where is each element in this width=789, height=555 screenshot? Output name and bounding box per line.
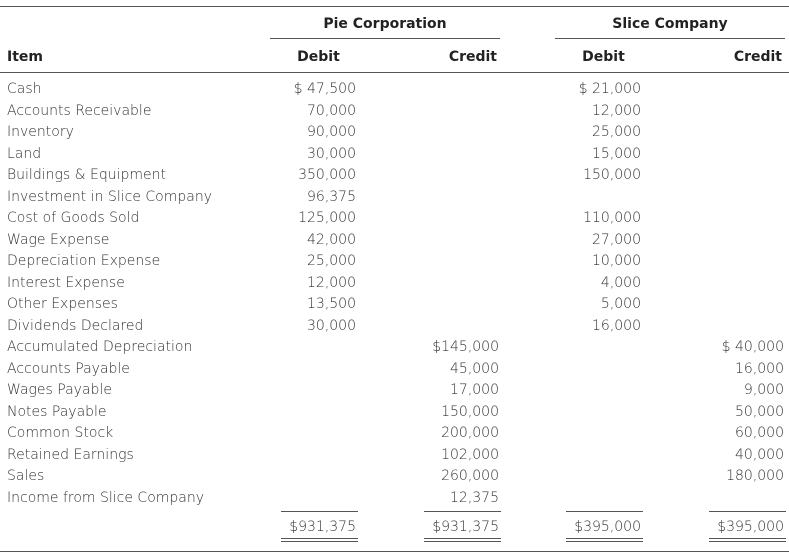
amount: 40,000	[735, 446, 784, 463]
item-label: Other Expenses	[7, 296, 118, 312]
amount: 180,000	[726, 468, 784, 484]
amount: 200,000	[441, 425, 499, 441]
amount: 90,000	[307, 124, 356, 140]
amount: 12,000	[307, 274, 356, 291]
rule	[709, 541, 786, 542]
amount: 96,375	[307, 188, 356, 205]
total: $395,000	[574, 519, 641, 535]
amount: 30,000	[307, 317, 356, 334]
amount: 17,000	[450, 382, 499, 398]
rule	[0, 72, 789, 73]
total: $395,000	[717, 519, 784, 535]
item-label: Dividends Declared	[7, 317, 144, 334]
amount: 30,000	[307, 145, 356, 162]
item-label: Sales	[7, 468, 45, 484]
column-header: Debit	[582, 49, 625, 65]
amount: $ 47,500	[293, 81, 356, 97]
item-label: Accounts Payable	[7, 360, 130, 377]
amount: 125,000	[298, 210, 356, 226]
item-label: Retained Earnings	[7, 446, 134, 463]
item-label: Notes Payable	[7, 403, 107, 420]
amount: 4,000	[600, 274, 641, 291]
amount: 16,000	[735, 360, 784, 377]
item-label: Buildings & Equipment	[7, 167, 166, 183]
amount: 150,000	[583, 167, 641, 183]
amount: 10,000	[592, 253, 641, 269]
rule	[270, 38, 500, 39]
rule	[555, 38, 785, 39]
amount: 12,000	[592, 102, 641, 119]
item-label: Depreciation Expense	[7, 253, 161, 269]
rule	[424, 541, 501, 542]
amount: 45,000	[450, 360, 499, 377]
amount: 42,000	[307, 231, 356, 248]
item-label: Interest Expense	[7, 274, 125, 291]
rule	[281, 538, 358, 539]
rule	[566, 541, 643, 542]
amount: 150,000	[441, 403, 499, 420]
item-label: Wages Payable	[7, 382, 112, 398]
rule	[0, 551, 789, 552]
amount: 13,500	[307, 296, 356, 312]
column-header: Debit	[297, 49, 340, 65]
item-label: Wage Expense	[7, 231, 110, 248]
item-label: Cash	[7, 81, 42, 97]
amount: 9,000	[743, 382, 784, 398]
amount: $ 21,000	[578, 81, 641, 97]
rule	[281, 541, 358, 542]
item-label: Accounts Receivable	[7, 102, 152, 119]
column-header: Credit	[733, 49, 782, 65]
column-header: Credit	[448, 49, 497, 65]
rule	[0, 6, 789, 7]
amount: 350,000	[298, 167, 356, 183]
rule	[424, 538, 501, 539]
amount: 70,000	[307, 102, 356, 119]
amount: 50,000	[735, 403, 784, 420]
rule	[566, 538, 643, 539]
total: $931,375	[289, 519, 356, 535]
amount: 5,000	[600, 296, 641, 312]
rule	[424, 511, 501, 512]
amount: $ 40,000	[721, 339, 784, 355]
total: $931,375	[432, 519, 499, 535]
amount: 25,000	[307, 253, 356, 269]
rule	[281, 511, 358, 512]
item-label: Inventory	[7, 124, 74, 140]
group-header: Pie Corporation	[323, 16, 447, 32]
item-label: Investment in Slice Company	[7, 188, 212, 205]
amount: $145,000	[432, 339, 499, 355]
item-label: Income from Slice Company	[7, 489, 205, 506]
rule	[709, 511, 786, 512]
item-label: Accumulated Depreciation	[7, 339, 193, 355]
item-label: Cost of Goods Sold	[7, 210, 140, 226]
rule	[566, 511, 643, 512]
group-header: Slice Company	[612, 16, 728, 32]
amount: 60,000	[735, 425, 784, 441]
item-label: Land	[7, 145, 42, 162]
amount: 16,000	[592, 317, 641, 334]
amount: 12,375	[450, 489, 499, 506]
amount: 110,000	[583, 210, 641, 226]
amount: 25,000	[592, 124, 641, 140]
amount: 102,000	[441, 446, 499, 463]
column-header: Item	[7, 49, 43, 65]
item-label: Common Stock	[7, 425, 114, 441]
amount: 15,000	[592, 145, 641, 162]
amount: 27,000	[592, 231, 641, 248]
rule	[709, 538, 786, 539]
amount: 260,000	[441, 468, 499, 484]
